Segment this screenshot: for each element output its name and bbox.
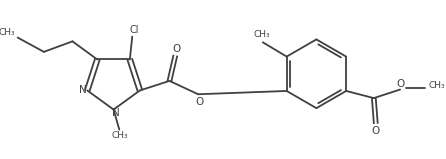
Text: Cl: Cl xyxy=(129,25,139,35)
Text: N: N xyxy=(112,108,120,118)
Text: O: O xyxy=(172,44,180,54)
Text: CH₃: CH₃ xyxy=(112,131,128,140)
Text: O: O xyxy=(396,79,404,89)
Text: O: O xyxy=(372,126,380,136)
Text: CH₃: CH₃ xyxy=(428,81,445,90)
Text: CH₃: CH₃ xyxy=(0,28,16,37)
Text: O: O xyxy=(195,97,204,107)
Text: N: N xyxy=(78,85,87,95)
Text: CH₃: CH₃ xyxy=(253,30,270,39)
